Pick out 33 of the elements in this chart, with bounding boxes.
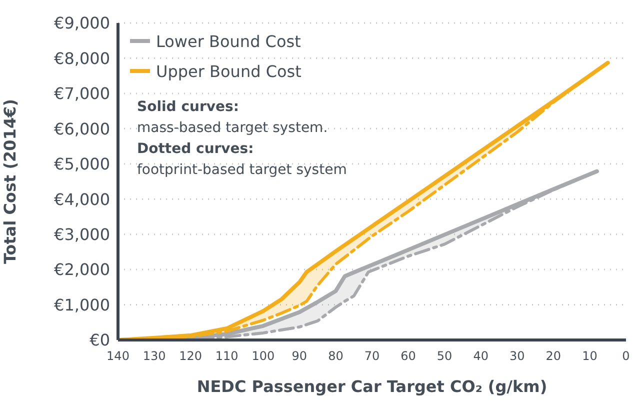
- y-tick-label: €2,000: [54, 260, 110, 280]
- legend-label: Lower Bound Cost: [156, 32, 301, 50]
- y-tick-label: €1,000: [54, 295, 110, 314]
- annotation: Dotted curves:: [137, 140, 255, 159]
- x-tick-label: 70: [364, 349, 380, 363]
- y-tick-label: €9,000: [54, 14, 110, 33]
- x-tick-label: 90: [292, 349, 308, 363]
- x-tick-label: 80: [328, 349, 344, 363]
- x-tick-label: 120: [179, 349, 202, 363]
- y-tick-label: €3,000: [54, 225, 110, 244]
- y-tick-label: €4,000: [54, 190, 110, 209]
- annotation: mass-based target system.: [137, 119, 329, 138]
- x-tick-label: 50: [436, 349, 452, 363]
- x-tick-label: 100: [252, 349, 275, 363]
- x-tick-label: 10: [582, 349, 598, 363]
- y-tick-label: €0: [90, 330, 110, 350]
- y-tick-label: €5,000: [54, 154, 110, 174]
- x-tick-label: 60: [400, 349, 416, 363]
- x-tick-label: 140: [106, 349, 130, 363]
- x-tick-label: 110: [215, 349, 238, 363]
- x-tick-label: 20: [546, 349, 562, 363]
- x-tick-label: 30: [510, 349, 525, 363]
- y-tick-label: €8,000: [54, 48, 110, 68]
- y-tick-label: €6,000: [54, 119, 110, 138]
- annotation: Solid curves:: [137, 98, 240, 117]
- y-tick-label: €7,000: [54, 84, 110, 104]
- y-axis-title: Total Cost (2014€): [0, 98, 20, 264]
- legend-label: Upper Bound Cost: [156, 62, 302, 80]
- x-tick-label: 130: [142, 349, 166, 363]
- x-tick-label: 0: [622, 349, 630, 363]
- annotation: footprint-based target system: [137, 161, 347, 180]
- x-tick-label: 40: [473, 349, 488, 363]
- x-axis-title: NEDC Passenger Car Target CO₂ (g/km): [196, 377, 548, 396]
